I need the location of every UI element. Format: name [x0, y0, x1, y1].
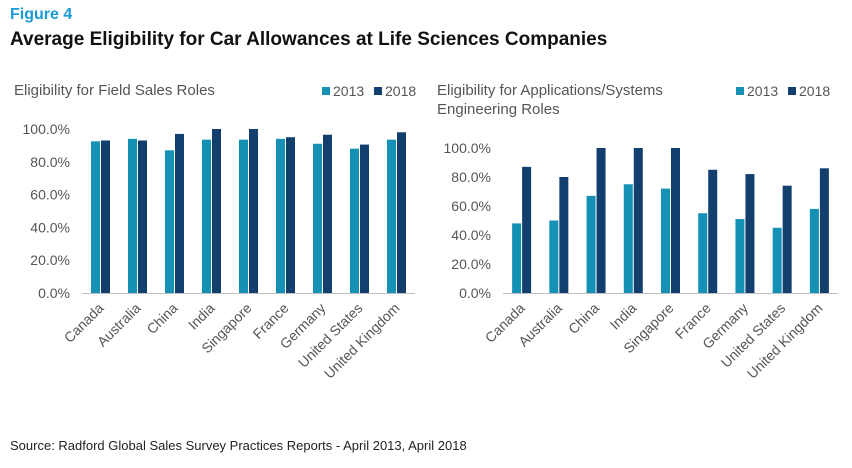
figure-title: Average Eligibility for Car Allowances a…	[10, 29, 608, 50]
bar-2013-germany	[735, 219, 745, 293]
legend-label-2013: 2013	[747, 83, 778, 99]
bar-2018-australia	[138, 140, 147, 293]
y-tick-label: 0.0%	[38, 285, 70, 301]
bar-2013-united-states	[350, 148, 359, 293]
legend-swatch-2018	[788, 87, 796, 95]
chart-title-line: Engineering Roles	[437, 101, 560, 118]
bar-2013-germany	[313, 143, 322, 293]
bar-2013-australia	[128, 138, 137, 293]
bar-2018-germany	[745, 174, 755, 293]
bar-2013-canada	[512, 223, 522, 293]
bar-2013-china	[586, 195, 596, 293]
chart-title-line: Eligibility for Applications/Systems	[437, 82, 663, 99]
y-tick-label: 60.0%	[30, 187, 70, 203]
bar-2018-germany	[323, 134, 332, 293]
bar-2018-china	[596, 148, 606, 293]
bar-2013-united-states	[772, 227, 782, 293]
bar-2018-china	[175, 133, 184, 293]
y-tick-label: 40.0%	[451, 227, 491, 243]
chart-title-line: Eligibility for Field Sales Roles	[14, 82, 215, 99]
bar-2018-france	[286, 137, 295, 293]
bar-2018-singapore	[671, 148, 680, 293]
category-label: India	[607, 300, 640, 333]
legend-label-2013: 2013	[333, 83, 364, 99]
legend-label-2018: 2018	[385, 83, 416, 99]
legend-label-2018: 2018	[799, 83, 830, 99]
bar-2018-india	[633, 148, 643, 293]
bar-2018-united-kingdom	[397, 132, 406, 293]
bar-2018-india	[212, 129, 221, 293]
bar-2018-canada	[522, 166, 532, 293]
bar-2018-singapore	[249, 129, 258, 293]
bar-2013-united-kingdom	[387, 139, 396, 293]
bar-2013-singapore	[661, 188, 670, 293]
source-note: Source: Radford Global Sales Survey Prac…	[10, 438, 467, 453]
figure-label: Figure 4	[10, 6, 73, 23]
bar-2013-france	[276, 138, 285, 293]
y-tick-label: 20.0%	[451, 256, 491, 272]
y-tick-label: 60.0%	[451, 198, 491, 214]
y-tick-label: 0.0%	[459, 285, 491, 301]
bar-2013-china	[165, 150, 174, 293]
bar-2013-canada	[91, 141, 100, 293]
legend-swatch-2013	[322, 87, 330, 95]
bar-2013-united-kingdom	[809, 208, 819, 293]
bar-2018-canada	[101, 140, 110, 293]
bar-2013-singapore	[239, 139, 248, 293]
bar-2013-france	[698, 213, 708, 293]
y-tick-label: 80.0%	[451, 169, 491, 185]
category-label: China	[565, 300, 602, 337]
bar-2018-france	[708, 169, 718, 293]
bar-2018-united-kingdom	[819, 168, 829, 293]
bar-2013-india	[202, 139, 211, 293]
bar-2013-india	[623, 184, 633, 293]
legend-swatch-2013	[736, 87, 744, 95]
y-tick-label: 40.0%	[30, 219, 70, 235]
bar-2018-united-states	[360, 144, 369, 293]
y-tick-label: 80.0%	[30, 154, 70, 170]
legend-swatch-2018	[374, 87, 382, 95]
bar-2018-united-states	[782, 185, 792, 293]
bar-2018-australia	[559, 177, 569, 293]
y-tick-label: 20.0%	[30, 252, 70, 268]
y-tick-label: 100.0%	[444, 140, 491, 156]
y-tick-label: 100.0%	[23, 121, 70, 137]
bar-2013-australia	[549, 220, 559, 293]
